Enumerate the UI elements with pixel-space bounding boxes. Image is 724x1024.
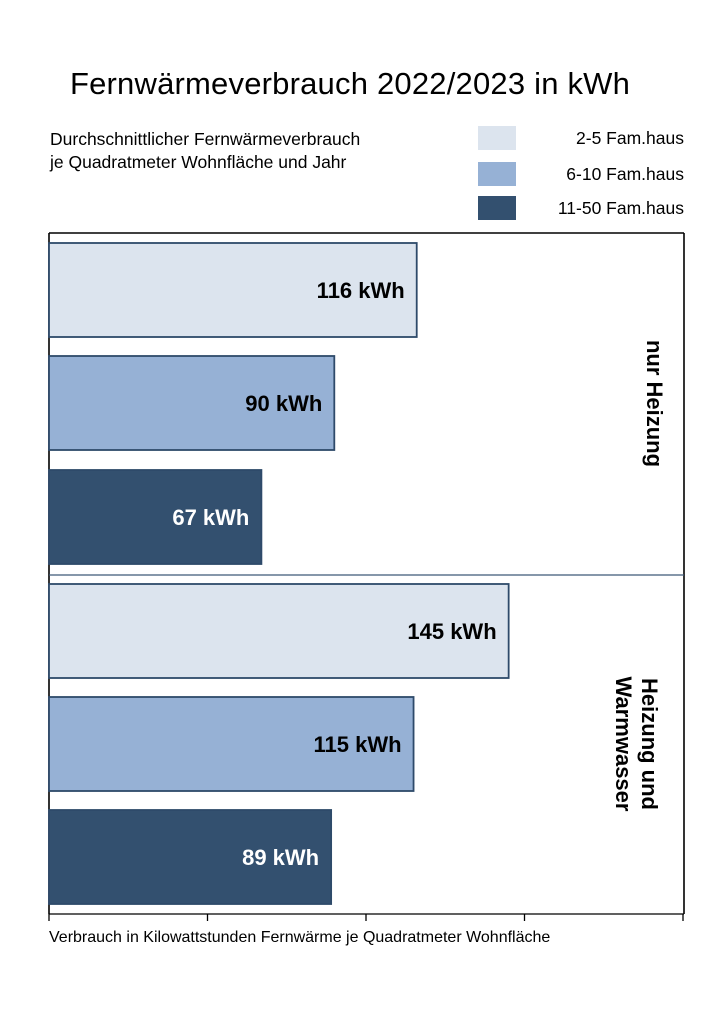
bar-2-1 [48, 583, 510, 679]
legend-item-11-50: 11-50 Fam.haus [478, 196, 698, 220]
group-label-1: nur Heizung [642, 340, 667, 467]
bar-value-label-1-1: 116 kWh [317, 278, 405, 303]
legend-item-2-5: 2-5 Fam.haus [478, 126, 698, 150]
legend-swatch-11-50 [478, 196, 516, 220]
group-label-2-line-2: Warmwasser [611, 677, 636, 812]
legend-label-2-5: 2-5 Fam.haus [576, 128, 684, 148]
group-label-2-line-1: Heizung und [637, 678, 662, 810]
legend-label-11-50: 11-50 Fam.haus [557, 198, 684, 218]
legend-swatch-2-5 [478, 126, 516, 150]
legend-swatch-6-10 [478, 162, 516, 186]
bar-value-label-1-3: 67 kWh [172, 505, 249, 530]
bar-1-2 [48, 355, 336, 451]
bar-2-2 [48, 696, 415, 792]
bar-value-label-2-1: 145 kWh [407, 619, 496, 644]
legend-label-6-10: 6-10 Fam.haus [566, 164, 684, 184]
bar-1-3 [48, 469, 263, 565]
bar-1-1 [48, 242, 418, 338]
bar-value-label-2-3: 89 kWh [242, 845, 319, 870]
bar-value-label-2-2: 115 kWh [314, 732, 402, 757]
chart-subtitle: Durchschnittlicher Fernwärmeverbrauch je… [50, 129, 361, 172]
bar-2-3 [48, 809, 333, 905]
group-label-1-line-1: nur Heizung [642, 340, 667, 467]
legend-item-6-10: 6-10 Fam.haus [478, 162, 698, 186]
bar-value-label-1-2: 90 kWh [245, 391, 322, 416]
chart-title: Fernwärmeverbrauch 2022/2023 in kWh [69, 66, 631, 101]
x-axis-label: Verbrauch in Kilowattstunden Fernwärme j… [49, 929, 551, 946]
group-label-2: Heizung undWarmwasser [611, 677, 662, 812]
